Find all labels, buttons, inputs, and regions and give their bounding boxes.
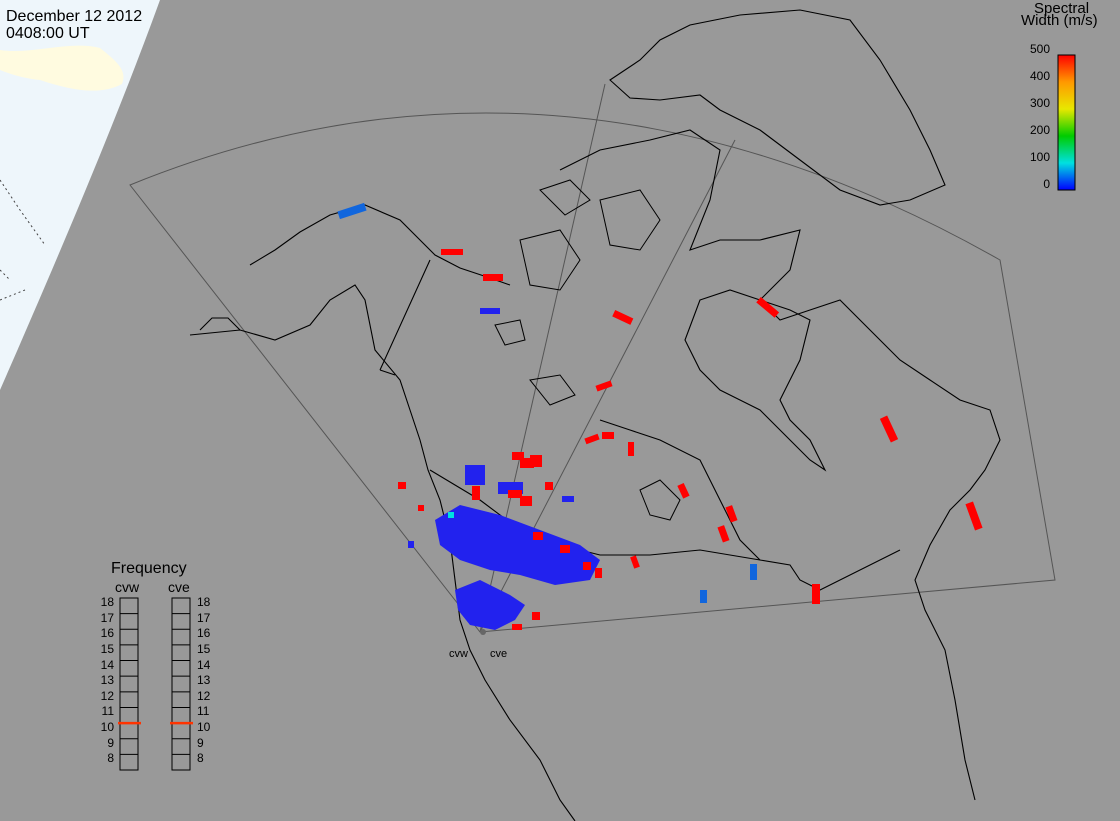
frequency-tick-label: 14	[197, 657, 211, 672]
frequency-tick-label: 8	[107, 751, 114, 766]
frequency-left-name: cvw	[115, 579, 140, 595]
colorbar-title-line2: Width (m/s)	[1021, 12, 1098, 29]
colorbar-title-line1: Spectral	[1034, 0, 1090, 17]
frequency-tick-label: 16	[100, 626, 114, 641]
frequency-panel-title: Frequency	[111, 560, 187, 577]
arctic-islands	[494, 179, 681, 521]
colorbar-tick-label: 100	[1029, 150, 1050, 164]
frequency-tick-label: 18	[100, 595, 114, 609]
colorbar-tick-label: 300	[1029, 96, 1050, 110]
echo-cyan	[448, 512, 454, 518]
frequency-tick-label: 14	[100, 657, 114, 672]
plot-time: 0408:00 UT	[6, 25, 90, 42]
frequency-tick-label: 16	[197, 626, 211, 641]
frequency-tick-label: 11	[101, 704, 114, 719]
frequency-tick-label: 9	[107, 735, 114, 750]
frequency-tick-label: 13	[100, 673, 114, 688]
frequency-tick-label: 15	[100, 641, 114, 656]
echo-cluster-low-width	[337, 202, 757, 630]
frequency-right-name: cve	[168, 579, 190, 595]
frequency-tick-label: 12	[100, 688, 114, 703]
colorbar-gradient	[1057, 54, 1076, 191]
frequency-tick-label: 12	[197, 688, 211, 703]
radar-site-label-east: cve	[490, 648, 508, 660]
frequency-tick-label: 15	[197, 641, 211, 656]
radar-site-label-west: cvw	[449, 648, 468, 660]
frequency-tick-label: 13	[197, 673, 211, 688]
frequency-tick-label: 10	[197, 720, 211, 735]
plot-date: December 12 2012	[6, 8, 143, 25]
echo-cluster-high-width	[398, 249, 983, 630]
frequency-tick-label: 18	[197, 595, 211, 609]
frequency-tick-label: 9	[197, 735, 204, 750]
daylight-region	[0, 0, 160, 390]
colorbar-tick-label: 500	[1029, 42, 1050, 56]
frequency-tick-label: 17	[197, 610, 211, 625]
frequency-tick-label: 10	[100, 720, 114, 735]
radar-site-marker	[480, 629, 486, 635]
ice-region	[0, 45, 124, 91]
colorbar-tick-label: 400	[1029, 69, 1050, 83]
frequency-tick-label: 8	[197, 751, 204, 766]
frequency-tick-label: 11	[197, 704, 210, 719]
frequency-panel-boxes	[119, 597, 191, 771]
frequency-tick-label: 17	[100, 610, 114, 625]
latitude-grid-dotted	[0, 179, 46, 301]
colorbar-tick-label: 200	[1029, 123, 1050, 137]
colorbar-tick-label: 0	[1043, 177, 1050, 191]
